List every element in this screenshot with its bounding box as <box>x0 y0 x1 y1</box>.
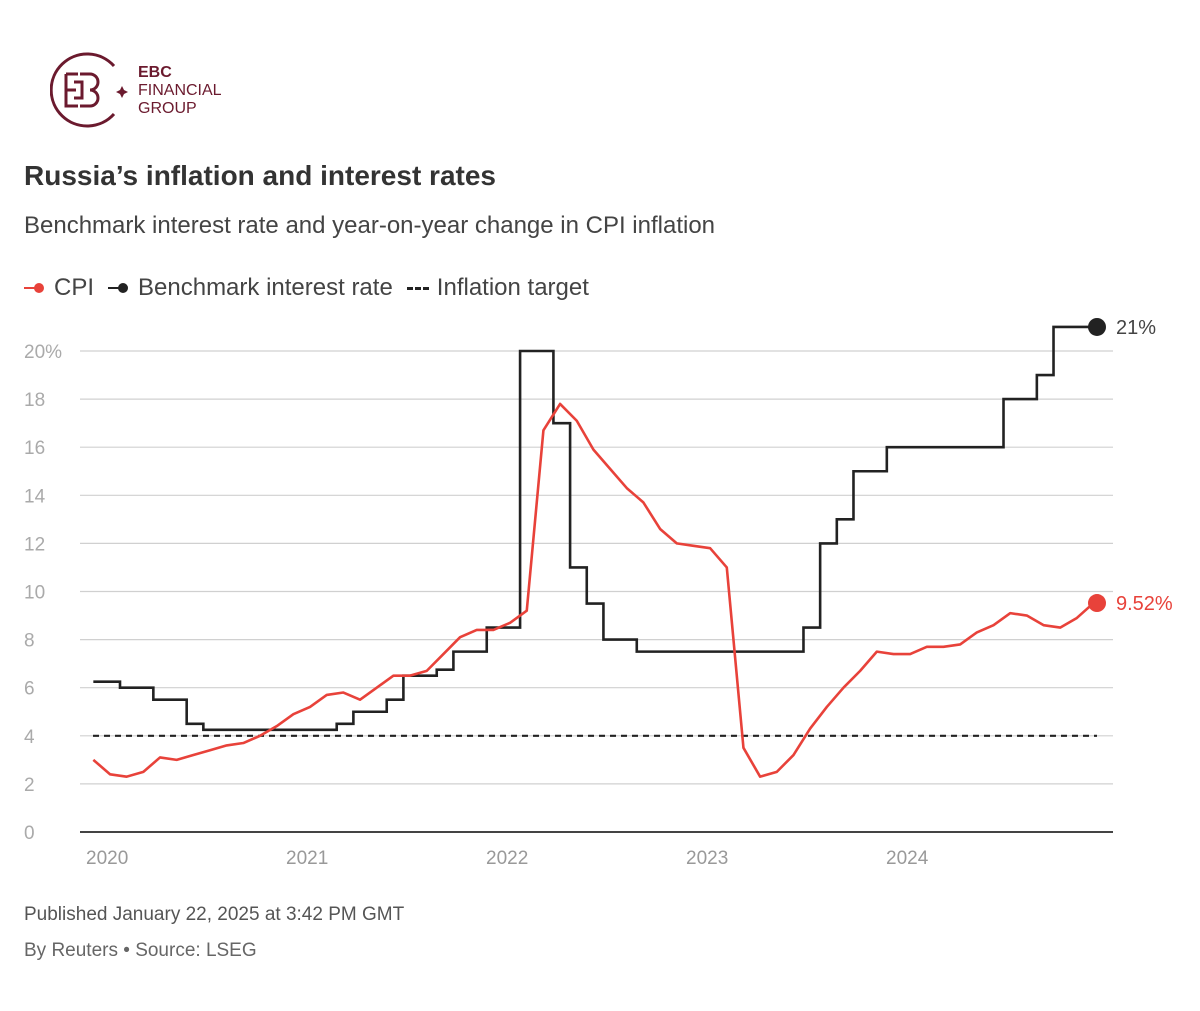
published-date: Published January 22, 2025 at 3:42 PM GM… <box>24 904 405 925</box>
cpi-line <box>92 402 1095 778</box>
rate-swatch <box>108 281 130 295</box>
y-tick-label: 18 <box>24 390 45 411</box>
x-tick-label: 2024 <box>886 848 929 869</box>
x-tick-label: 2022 <box>486 848 528 869</box>
legend-target-label: Inflation target <box>436 274 589 301</box>
y-tick-label: 14 <box>24 486 46 507</box>
legend-cpi: CPI <box>24 274 94 302</box>
y-tick-label: 4 <box>24 727 35 748</box>
cpi-end-label: 9.52% <box>1116 593 1173 615</box>
legend-rate-label: Benchmark interest rate <box>138 274 393 301</box>
rate-end-marker <box>1088 317 1106 336</box>
y-tick-label: 16 <box>24 438 45 459</box>
legend-rate: Benchmark interest rate <box>108 274 393 302</box>
y-tick-label: 6 <box>24 679 35 700</box>
x-tick-label: 2023 <box>686 848 728 869</box>
legend-cpi-label: CPI <box>54 274 95 301</box>
cpi-end-marker <box>1088 594 1106 613</box>
source-credit: By Reuters • Source: LSEG <box>24 940 257 961</box>
y-tick-label: 2 <box>24 775 35 796</box>
chart-subtitle: Benchmark interest rate and year-on-year… <box>24 212 716 239</box>
logo-line1: EBC <box>138 64 172 81</box>
logo-line3: GROUP <box>138 100 197 117</box>
ebc-logo <box>50 52 128 128</box>
legend-target: Inflation target <box>406 274 589 302</box>
interest-rate-line <box>93 325 1097 732</box>
target-swatch <box>406 286 429 290</box>
rate-end-label: 21% <box>1116 317 1156 339</box>
cpi-swatch <box>24 281 46 295</box>
x-tick-label: 2020 <box>86 848 128 869</box>
chart-plot: 0 2 4 6 8 10 12 14 16 18 20% 2020 2021 2022 2023 2024 21… <box>24 317 1173 869</box>
logo-line2: FINANCIAL <box>138 82 222 99</box>
x-tick-label: 2021 <box>286 848 328 869</box>
chart-title: Russia’s inflation and interest rates <box>24 160 496 191</box>
y-tick-label: 20% <box>24 342 62 363</box>
y-tick-label: 8 <box>24 631 35 652</box>
logo-text: EBC FINANCIAL GROUP <box>138 64 222 118</box>
y-tick-label: 0 <box>24 823 35 844</box>
y-tick-label: 10 <box>24 583 45 604</box>
y-tick-label: 12 <box>24 534 45 555</box>
legend: CPI Benchmark interest rate Inflation ta… <box>24 274 589 302</box>
